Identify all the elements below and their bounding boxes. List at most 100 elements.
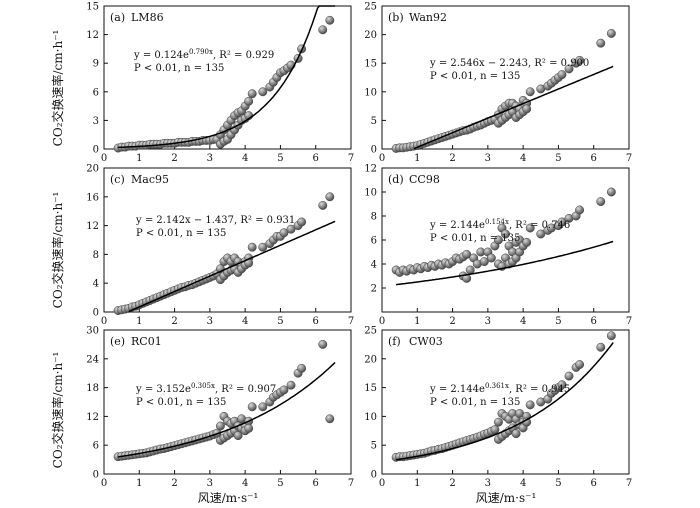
y-tick-label: 25: [364, 326, 377, 337]
data-point: [493, 235, 503, 245]
panel-label: (c): [110, 173, 125, 186]
data-point: [297, 217, 307, 227]
x-tick-label: 1: [414, 316, 420, 327]
x-tick-label: 4: [242, 478, 248, 489]
panel-f: 0 1 2 3 4 5 6 7 0 5 10 15 20 25 (f) CW03 y = 2.144e0.…: [364, 326, 632, 490]
data-point: [286, 380, 296, 390]
x-tick-label: 1: [414, 478, 420, 489]
y-tick-label: 0: [93, 470, 99, 481]
data-point: [247, 402, 257, 412]
y-tick-label: 0: [93, 145, 99, 156]
data-point: [318, 25, 328, 35]
data-point: [462, 249, 472, 259]
y-tick-label: 5: [371, 116, 377, 127]
x-tick-label: 4: [242, 153, 248, 164]
y-tick-label: 20: [86, 164, 99, 175]
data-point: [279, 385, 289, 395]
data-point: [325, 15, 335, 25]
data-point: [479, 257, 489, 267]
data-point: [557, 217, 567, 227]
y-tick-label: 6: [93, 87, 99, 98]
data-point: [490, 425, 500, 435]
x-tick-label: 0: [379, 153, 385, 164]
fit-equation: y = 3.152e0.305x, R² = 0.907: [135, 382, 276, 395]
fit-equation: y = 2.142x − 1.437, R² = 0.931: [135, 215, 295, 226]
data-point: [596, 342, 606, 352]
fit-curve: [117, 361, 336, 458]
data-point: [525, 400, 535, 410]
data-point: [606, 29, 616, 38]
data-point: [501, 229, 510, 239]
x-tick-label: 6: [313, 316, 319, 327]
y-tick-label: 18: [86, 383, 99, 394]
data-point: [486, 253, 496, 263]
y-tick-label: 24: [86, 354, 99, 365]
fit-stats: P < 0.01, n = 135: [136, 397, 226, 408]
data-point: [525, 223, 535, 233]
y-tick-label: 8: [371, 212, 377, 223]
data-point: [596, 38, 606, 48]
y-tick-label: 0: [371, 145, 377, 156]
x-tick-label: 1: [136, 316, 142, 327]
fit-stats: P < 0.01, n = 135: [430, 233, 520, 244]
data-point: [215, 421, 225, 431]
x-tick-label: 2: [449, 153, 455, 164]
y-tick-label: 10: [364, 188, 377, 199]
data-point: [564, 64, 574, 74]
x-tick-label: 3: [207, 316, 213, 327]
x-tick-label: 2: [171, 316, 177, 327]
data-point: [279, 228, 289, 238]
x-tick-label: 4: [520, 478, 526, 489]
fit-curve: [118, 5, 336, 149]
plot-frame: [103, 329, 352, 475]
y-tick-label: 15: [86, 2, 99, 13]
data-point: [244, 96, 254, 106]
x-tick-label: 7: [626, 478, 632, 489]
data-point: [247, 242, 257, 252]
y-tick-label: 6: [93, 441, 99, 452]
x-tick-label: 2: [449, 478, 455, 489]
fit-equation: y = 2.144e0.154x, R² = 0.746: [429, 218, 570, 231]
fit-equation: y = 0.124e0.790x, R² = 0.929: [133, 48, 274, 61]
x-tick-label: 6: [313, 153, 319, 164]
x-tick-label: 0: [101, 316, 107, 327]
data-point: [536, 229, 546, 239]
x-tick-label: 5: [555, 153, 561, 164]
data-point: [318, 339, 328, 349]
panel-title: LM86: [131, 11, 164, 24]
fit-curve: [396, 240, 614, 286]
x-tick-label: 2: [171, 478, 177, 489]
y-tick-label: 20: [364, 354, 377, 365]
y-tick-label: 12: [86, 412, 99, 423]
data-point: [325, 414, 335, 424]
y-tick-label: 15: [364, 59, 377, 70]
panel-title: CC98: [409, 173, 440, 186]
y-tick-label: 25: [364, 2, 377, 13]
panel-label: (e): [110, 335, 125, 348]
panel-label: (a): [110, 11, 125, 24]
y-tick-label: 10: [364, 412, 377, 423]
x-tick-label: 4: [242, 316, 248, 327]
x-tick-label: 7: [626, 153, 632, 164]
fit-curve: [413, 65, 614, 150]
panel-title: CW03: [409, 335, 443, 348]
panel-label: (d): [388, 173, 404, 186]
x-tick-label: 1: [136, 153, 142, 164]
x-tick-label: 5: [555, 478, 561, 489]
data-point: [325, 192, 335, 202]
data-point: [596, 197, 606, 207]
x-tick-label: 0: [379, 316, 385, 327]
panel-title: Wan92: [409, 11, 447, 24]
data-point: [511, 429, 521, 439]
x-tick-label: 1: [136, 478, 142, 489]
data-point: [525, 87, 535, 97]
x-tick-label: 5: [277, 478, 283, 489]
panel-label: (f): [388, 335, 401, 348]
x-axis-label-right: 风速/m·s⁻¹: [476, 491, 537, 505]
y-axis-label-row1: CO₂交换速率/cm·h⁻¹: [50, 30, 65, 147]
x-tick-label: 3: [207, 153, 213, 164]
x-tick-label: 7: [348, 316, 354, 327]
y-tick-label: 12: [364, 164, 377, 175]
